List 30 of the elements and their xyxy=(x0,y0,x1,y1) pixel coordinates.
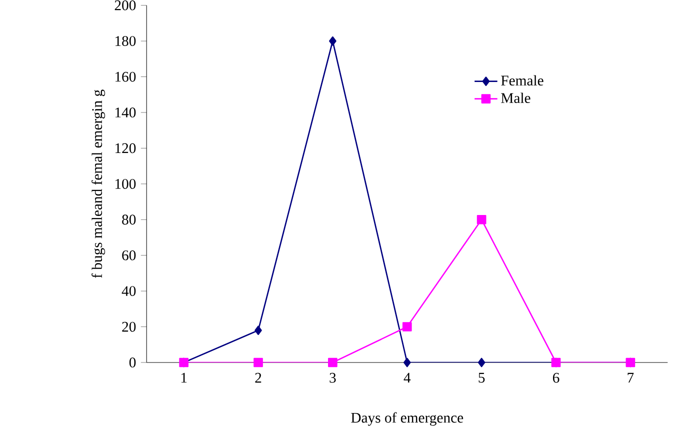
y-tick-label: 120 xyxy=(116,143,136,154)
y-tick-label: 20 xyxy=(122,322,136,332)
y-axis-title: f bugs maleand femal emergin g xyxy=(92,90,106,278)
point xyxy=(478,358,486,368)
y-tick-label: 0 xyxy=(129,358,136,368)
y-tick-label: 160 xyxy=(116,72,136,82)
y-tick-label: 180 xyxy=(116,36,136,46)
point xyxy=(403,358,411,368)
point xyxy=(328,358,338,368)
legend-label: Male xyxy=(501,92,530,103)
point xyxy=(402,322,412,332)
point xyxy=(254,326,262,335)
x-tick-label: 7 xyxy=(628,372,634,382)
y-tick-label: 140 xyxy=(116,107,136,118)
x-tick-label: 1 xyxy=(181,372,187,383)
x-tick-label: 4 xyxy=(404,372,411,382)
legend-label: Female xyxy=(501,75,544,86)
point xyxy=(329,36,336,46)
y-tick-label: 100 xyxy=(116,178,136,189)
x-tick-label: 2 xyxy=(255,372,262,383)
point xyxy=(476,214,486,224)
y-tick-label: 80 xyxy=(122,214,136,225)
x-axis-title: Days of emergence xyxy=(351,412,464,426)
y-tick-label: 200 xyxy=(114,0,136,10)
point xyxy=(254,358,263,368)
x-tick-label: 3 xyxy=(330,372,336,383)
x-tick-label: 5 xyxy=(478,372,485,383)
y-tick-label: 40 xyxy=(122,286,136,296)
x-tick-label: 6 xyxy=(552,372,560,383)
y-tick-label: 60 xyxy=(122,250,136,260)
